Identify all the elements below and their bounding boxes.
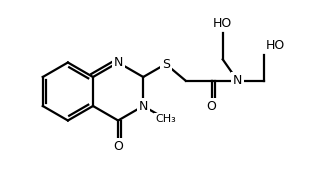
Text: N: N	[233, 74, 242, 87]
Text: CH₃: CH₃	[155, 114, 176, 124]
Text: N: N	[113, 56, 123, 69]
Text: HO: HO	[266, 39, 285, 52]
Text: N: N	[139, 99, 148, 112]
Text: HO: HO	[213, 17, 232, 30]
Text: S: S	[162, 57, 170, 70]
Text: O: O	[113, 140, 123, 153]
Text: O: O	[207, 100, 216, 113]
